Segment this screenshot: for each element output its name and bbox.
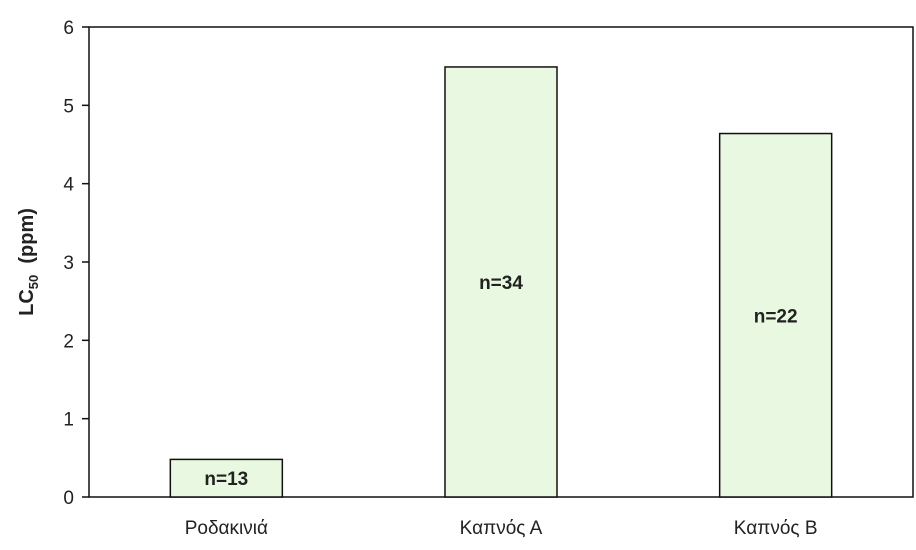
y-tick-label: 0: [63, 488, 74, 509]
y-axis-label: LC50 (ppm): [16, 208, 41, 316]
plot-area: 0 1 2 3 4 5 6 n=13 Ροδακινιά n=34 Καπνός Α n=22 Καπν…: [63, 18, 914, 539]
x-category-label: Καπνός Α: [460, 518, 543, 539]
y-tick-label: 6: [63, 18, 74, 39]
y-tick-label: 2: [63, 331, 74, 352]
bar-count-label: n=34: [479, 273, 523, 294]
y-tick-label: 1: [63, 410, 74, 431]
y-axis-label-main: LC: [16, 289, 38, 316]
bar: [718, 132, 833, 498]
y-axis-label-subscript: 50: [26, 275, 41, 289]
svg-text:LC50 (ppm): LC50 (ppm): [16, 208, 41, 316]
bar: [444, 66, 558, 498]
bar-count-label: n=13: [204, 469, 248, 490]
y-tick-label: 3: [63, 253, 74, 274]
bar: [169, 458, 284, 498]
y-axis-label-unit: (ppm): [16, 208, 38, 275]
x-category-label: Καπνός Β: [734, 518, 818, 539]
bar-count-label: n=22: [754, 306, 798, 327]
y-tick-label: 5: [63, 96, 74, 117]
y-tick-label: 4: [63, 175, 74, 196]
x-category-label: Ροδακινιά: [185, 518, 268, 539]
